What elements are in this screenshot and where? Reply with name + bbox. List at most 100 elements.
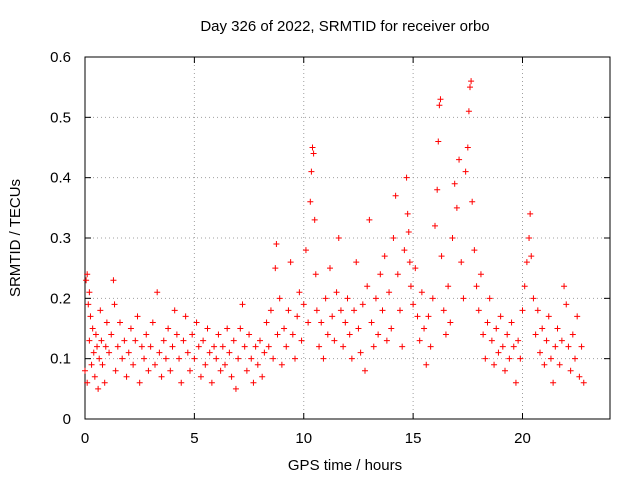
data-point: [230, 337, 237, 344]
data-point: [106, 349, 113, 356]
data-point: [204, 325, 211, 332]
data-point: [506, 355, 513, 362]
data-point: [283, 343, 290, 350]
data-point: [312, 271, 319, 278]
data-point: [121, 337, 128, 344]
y-axis-label: SRMTID / TECUs: [7, 179, 24, 297]
data-point: [101, 379, 108, 386]
data-point: [114, 343, 121, 350]
data-point: [388, 325, 395, 332]
data-point: [123, 373, 130, 380]
data-point: [165, 325, 172, 332]
data-point: [375, 331, 382, 338]
data-point: [274, 331, 281, 338]
x-axis-label: GPS time / hours: [288, 457, 402, 474]
data-point: [477, 271, 484, 278]
data-point: [285, 307, 292, 314]
data-point: [281, 325, 288, 332]
data-point: [425, 313, 432, 320]
data-point: [125, 349, 132, 356]
data-point: [311, 216, 318, 223]
data-point: [173, 331, 180, 338]
data-point: [82, 367, 88, 374]
data-point: [355, 325, 362, 332]
data-point: [97, 307, 104, 314]
data-point: [152, 361, 158, 368]
data-point: [337, 307, 344, 314]
data-point: [261, 349, 268, 356]
data-point: [219, 343, 226, 350]
data-point: [250, 379, 257, 386]
data-point: [416, 337, 423, 344]
data-point: [567, 367, 574, 374]
data-point: [232, 385, 239, 392]
data-point: [469, 198, 476, 205]
data-point: [130, 361, 137, 368]
data-point: [99, 361, 106, 368]
data-point: [381, 253, 388, 260]
data-point: [468, 78, 475, 85]
y-tick-label: 0.3: [50, 230, 71, 247]
data-point: [278, 361, 285, 368]
data-point: [465, 108, 472, 115]
y-tick-label: 0.6: [50, 49, 71, 66]
data-point: [189, 331, 196, 338]
data-point: [366, 216, 373, 223]
data-point: [340, 343, 347, 350]
data-point: [208, 379, 215, 386]
data-point: [313, 307, 320, 314]
x-tick-label: 5: [190, 430, 198, 447]
data-point: [563, 301, 570, 308]
data-point: [404, 210, 411, 217]
data-point: [318, 319, 325, 326]
data-point: [449, 235, 456, 241]
data-point: [235, 355, 242, 362]
data-point: [515, 337, 522, 344]
data-point: [184, 349, 191, 356]
data-point: [512, 379, 519, 386]
data-point: [292, 355, 298, 362]
data-point: [112, 367, 119, 374]
data-point: [310, 150, 317, 157]
data-point: [217, 367, 224, 374]
data-point: [200, 337, 207, 344]
data-point: [211, 343, 218, 350]
data-point: [447, 319, 454, 326]
data-point: [370, 343, 377, 350]
data-point: [519, 307, 526, 314]
data-point: [239, 301, 246, 308]
data-point: [578, 343, 585, 350]
data-point: [372, 295, 379, 302]
data-point: [527, 210, 534, 217]
data-point: [362, 367, 368, 374]
data-point: [296, 289, 303, 296]
data-point: [558, 337, 565, 344]
data-point: [308, 168, 315, 175]
data-point: [412, 265, 419, 272]
data-point: [111, 301, 118, 308]
data-point: [307, 198, 314, 205]
data-point: [435, 138, 442, 145]
data-point: [206, 349, 213, 356]
data-point: [399, 343, 406, 350]
x-tick-label: 10: [295, 430, 312, 447]
data-point: [436, 102, 443, 109]
y-tick-labels: 0 0.1 0.2 0.3 0.4 0.5 0.6: [50, 49, 71, 428]
data-point: [442, 331, 449, 338]
data-point: [267, 307, 274, 314]
data-point: [108, 331, 115, 338]
data-point: [84, 379, 91, 386]
data-point: [187, 367, 193, 374]
data-point: [162, 355, 169, 362]
data-point: [471, 247, 478, 254]
data-point: [197, 373, 204, 380]
data-point: [405, 228, 412, 235]
data-point: [136, 379, 143, 386]
data-point: [98, 337, 105, 344]
data-point: [353, 259, 360, 266]
data-point: [521, 283, 528, 290]
data-point: [246, 331, 253, 338]
data-point: [423, 361, 430, 368]
data-point: [158, 373, 165, 380]
data-point: [561, 283, 568, 290]
